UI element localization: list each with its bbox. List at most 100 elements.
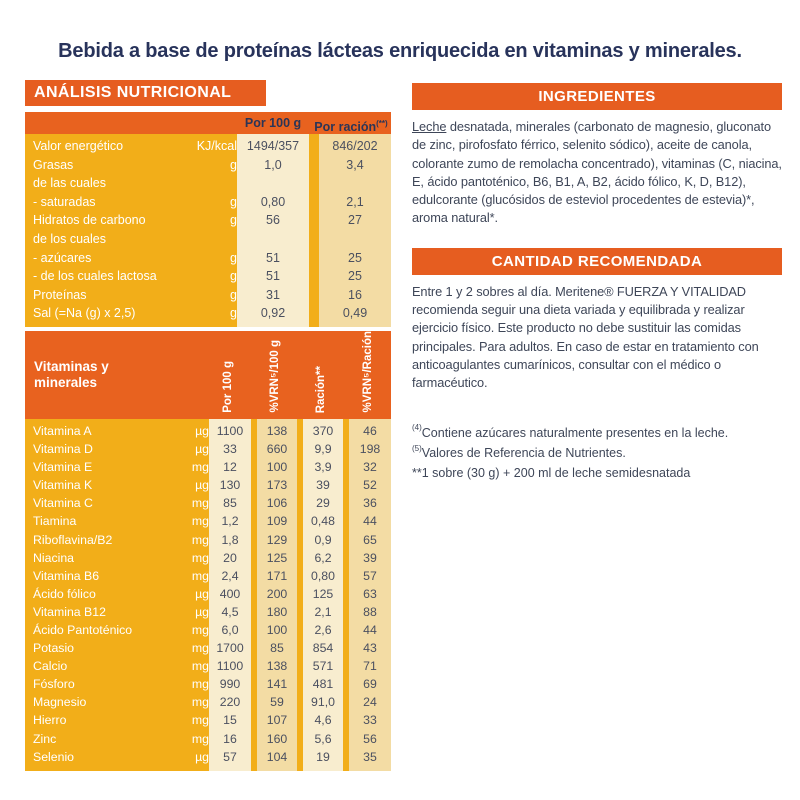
row-unit: µg bbox=[195, 442, 209, 457]
value-vrn-racion: 43 bbox=[363, 641, 377, 656]
value-vrn-per-100g: 138 bbox=[266, 659, 288, 674]
row-label: Valor energético bbox=[33, 139, 124, 153]
table-row: Vitamina C mg 85 106 29 36 bbox=[25, 494, 391, 512]
value-per-100g: 1,8 bbox=[221, 532, 239, 547]
row-label: Riboflavina/B2 bbox=[33, 532, 113, 547]
footnote-line: (5)Valores de Referencia de Nutrientes. bbox=[412, 443, 626, 460]
row-unit: mg bbox=[191, 713, 209, 728]
value-vrn-racion: 39 bbox=[363, 550, 377, 565]
value-vrn-racion: 57 bbox=[363, 568, 377, 583]
column-stripe bbox=[349, 418, 391, 771]
value-vrn-racion: 32 bbox=[363, 460, 377, 475]
row-label: Vitamina D bbox=[33, 442, 93, 457]
row-unit: KJ/kcal bbox=[196, 139, 237, 153]
value-racion: 91,0 bbox=[311, 695, 335, 710]
value-racion: 19 bbox=[316, 749, 330, 764]
table-row: de las cuales bbox=[25, 174, 391, 193]
value-per-100g: 0,92 bbox=[260, 306, 286, 321]
value-per-100g: 1100 bbox=[216, 423, 244, 438]
row-unit: mg bbox=[191, 514, 209, 529]
value-per-100g: 130 bbox=[219, 478, 241, 493]
value-per-100g: 220 bbox=[219, 695, 241, 710]
value-vrn-per-100g: 100 bbox=[266, 622, 288, 637]
table-row: de los cuales bbox=[25, 230, 391, 249]
row-label: Vitamina B6 bbox=[33, 568, 100, 583]
row-label: Vitamina B12 bbox=[33, 604, 106, 619]
value-per-100g: 31 bbox=[266, 287, 280, 302]
value-por-racion: 846/202 bbox=[332, 139, 378, 153]
value-vrn-racion: 71 bbox=[363, 659, 377, 674]
value-racion: 370 bbox=[312, 423, 334, 438]
row-label: Niacina bbox=[33, 550, 75, 565]
table-row: Riboflavina/B2 mg 1,8 129 0,9 65 bbox=[25, 531, 391, 549]
row-label: Fósforo bbox=[33, 677, 75, 692]
row-unit: g bbox=[230, 250, 237, 265]
table-row: Hidratos de carbono g 56 27 bbox=[25, 211, 391, 230]
value-vrn-per-100g: 141 bbox=[266, 677, 288, 692]
nutrition-table-body: Valor energético KJ/kcal 1494/357 846/202 Gr… bbox=[25, 134, 391, 327]
column-stripe bbox=[257, 418, 297, 771]
value-racion: 125 bbox=[312, 586, 334, 601]
vitamins-table-header: Vitaminas y minerales Por 100 g %VRN⁵/10… bbox=[25, 330, 391, 419]
table-row: Selenio µg 57 104 19 35 bbox=[25, 748, 391, 766]
spacer bbox=[309, 267, 319, 286]
rotated-col-header-per-100g: Por 100 g bbox=[222, 361, 234, 413]
value-vrn-racion: 44 bbox=[363, 622, 377, 637]
row-label: Hidratos de carbono bbox=[33, 213, 146, 228]
row-label: Ácido Pantoténico bbox=[33, 622, 133, 637]
table-row: Zinc mg 16 160 5,6 56 bbox=[25, 730, 391, 748]
rotated-col-header-vrn-racion: %VRN⁵/Ración bbox=[362, 331, 374, 413]
row-unit: mg bbox=[191, 622, 209, 637]
value-racion: 29 bbox=[316, 496, 330, 511]
spacer bbox=[309, 211, 319, 230]
value-vrn-racion: 198 bbox=[359, 442, 381, 457]
value-per-100g: 57 bbox=[223, 749, 237, 764]
value-per-100g bbox=[237, 174, 309, 193]
table-row: Ácido fólico µg 400 200 125 63 bbox=[25, 585, 391, 603]
value-vrn-racion: 44 bbox=[363, 514, 377, 529]
value-por-racion: 3,4 bbox=[346, 157, 364, 172]
value-por-racion bbox=[319, 174, 391, 193]
row-unit: mg bbox=[191, 695, 209, 710]
row-unit: mg bbox=[191, 496, 209, 511]
table-row: Grasas g 1,0 3,4 bbox=[25, 156, 391, 175]
table-row: Vitamina K µg 130 173 39 52 bbox=[25, 476, 391, 494]
column-stripe bbox=[303, 418, 343, 771]
value-vrn-per-100g: 85 bbox=[270, 641, 284, 656]
row-label: Tiamina bbox=[33, 514, 77, 529]
nutrition-analysis-panel: ANÁLISIS NUTRICIONAL Por 100 g Por ració… bbox=[25, 80, 391, 771]
row-unit: µg bbox=[195, 423, 209, 438]
value-vrn-racion: 46 bbox=[363, 423, 377, 438]
row-label: Sal (=Na (g) x 2,5) bbox=[33, 306, 136, 321]
value-per-100g: 1100 bbox=[216, 659, 244, 674]
value-por-racion: 16 bbox=[348, 287, 362, 302]
recommended-text: Entre 1 y 2 sobres al día. Meritene® FUE… bbox=[412, 283, 759, 391]
section-header-cantidad-recomendada: CANTIDAD RECOMENDADA bbox=[412, 247, 782, 275]
value-por-racion: 25 bbox=[348, 269, 362, 284]
row-label: Hierro bbox=[33, 713, 67, 728]
value-vrn-racion: 36 bbox=[363, 496, 377, 511]
table-row: Vitamina E mg 12 100 3,9 32 bbox=[25, 458, 391, 476]
row-label: Vitamina E bbox=[33, 460, 93, 475]
column-stripe bbox=[209, 418, 251, 771]
value-per-100g: 16 bbox=[223, 731, 237, 746]
value-racion: 571 bbox=[312, 659, 334, 674]
value-por-racion: 27 bbox=[348, 213, 362, 228]
row-unit: mg bbox=[191, 460, 209, 475]
value-per-100g: 1,0 bbox=[264, 157, 282, 172]
value-racion: 2,6 bbox=[314, 622, 332, 637]
row-unit: mg bbox=[191, 731, 209, 746]
row-label: Calcio bbox=[33, 659, 68, 674]
row-unit: g bbox=[230, 306, 237, 321]
value-per-100g: 1,2 bbox=[221, 514, 239, 529]
value-vrn-racion: 52 bbox=[363, 478, 377, 493]
row-label: de las cuales bbox=[33, 176, 106, 191]
value-per-100g: 2,4 bbox=[221, 568, 239, 583]
row-unit: g bbox=[230, 287, 237, 302]
footnote-line: (4)Contiene azúcares naturalmente presen… bbox=[412, 423, 729, 440]
value-vrn-racion: 69 bbox=[363, 677, 377, 692]
value-vrn-per-100g: 106 bbox=[266, 496, 288, 511]
table-row: - saturadas g 0,80 2,1 bbox=[25, 193, 391, 212]
spacer bbox=[309, 156, 319, 175]
row-label: Proteínas bbox=[33, 287, 87, 302]
